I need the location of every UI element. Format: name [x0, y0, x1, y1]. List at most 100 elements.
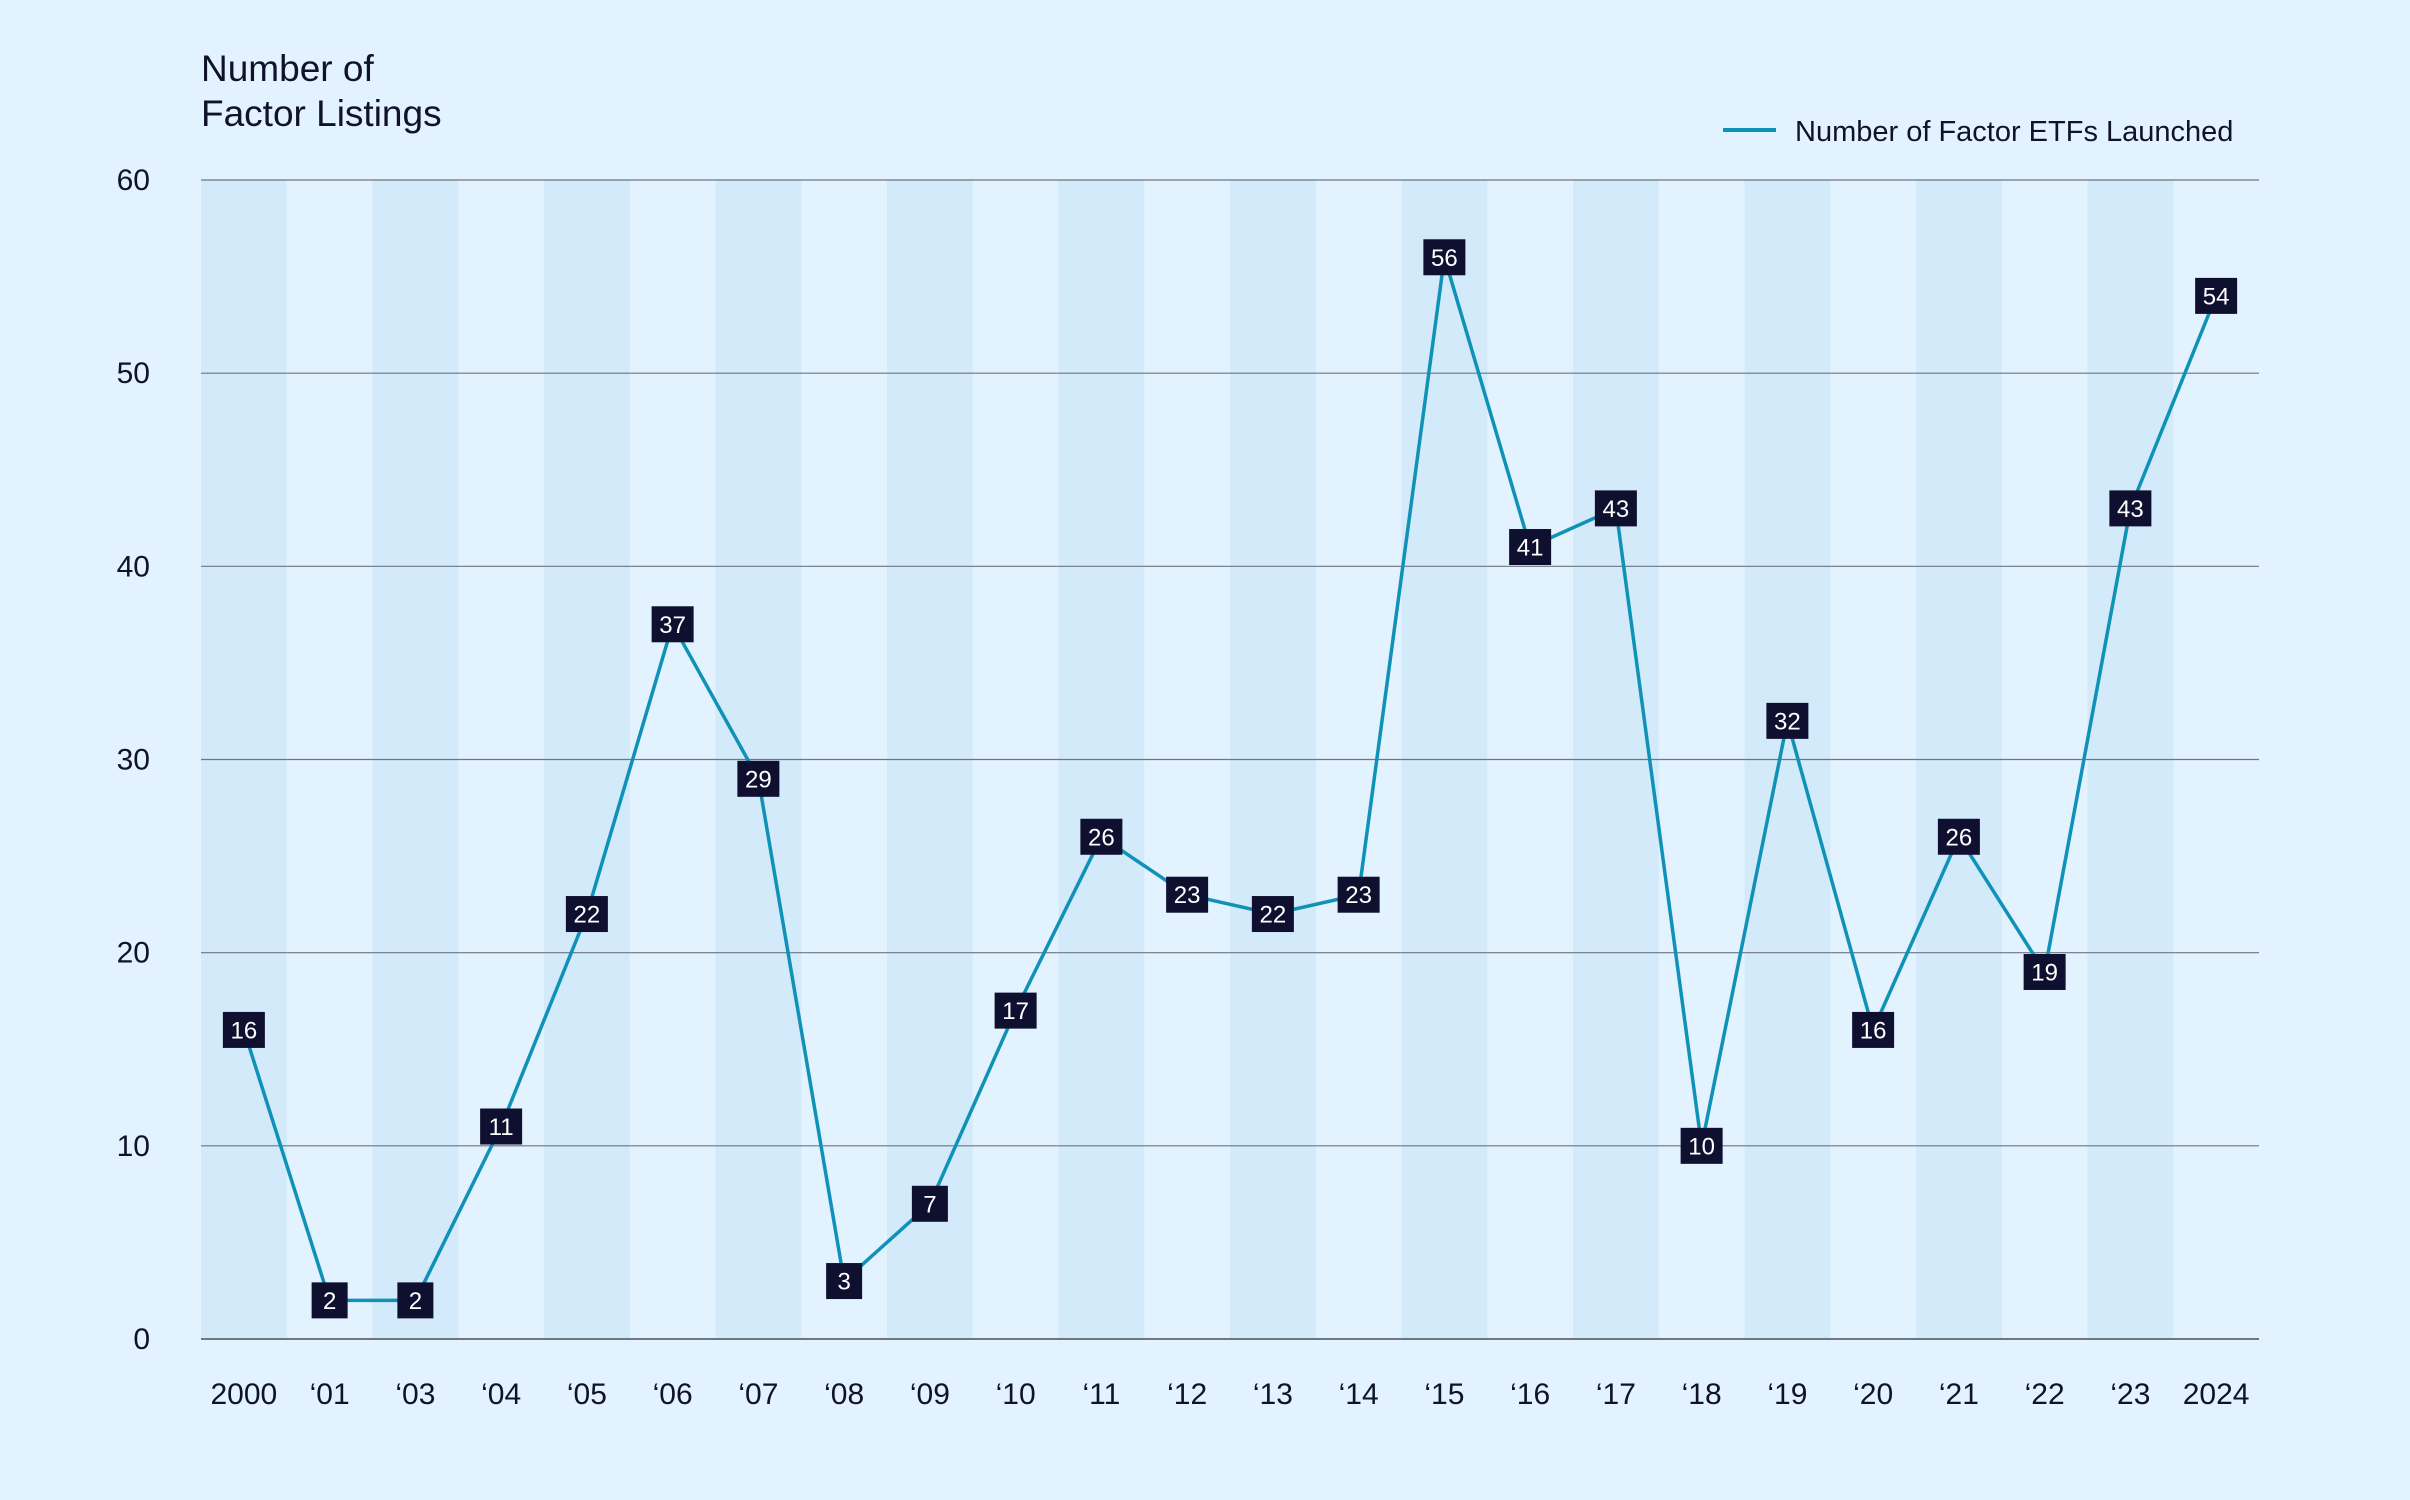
x-tick-label: ‘03: [395, 1378, 435, 1411]
data-label: 41: [1517, 535, 1544, 562]
data-label: 10: [1688, 1133, 1715, 1160]
x-tick-label: ‘11: [1082, 1378, 1120, 1411]
x-tick-label: ‘12: [1167, 1378, 1207, 1411]
data-label: 3: [837, 1269, 850, 1296]
x-tick-label: ‘17: [1596, 1378, 1636, 1411]
data-point: 17: [994, 992, 1037, 1029]
y-tick-label: 50: [117, 357, 150, 390]
x-tick-label: ‘22: [2025, 1378, 2065, 1411]
x-tick-label: ‘18: [1682, 1378, 1722, 1411]
data-label-box: [651, 606, 694, 643]
data-label-box: [1337, 876, 1380, 913]
data-point: 2: [397, 1282, 434, 1319]
data-label-box: [994, 992, 1037, 1029]
series-line-group: [242, 255, 2218, 1303]
y-axis-ticks: 0 10 20 30 40 50 60: [117, 164, 150, 1356]
data-label-box: [1166, 876, 1209, 913]
data-label: 43: [1603, 496, 1630, 523]
x-tick-label: ‘23: [2110, 1378, 2150, 1411]
data-label-box: [1937, 818, 1980, 855]
data-label-box: [1594, 490, 1637, 527]
x-tick-label: ‘21: [1939, 1378, 1979, 1411]
data-label-box: [1509, 529, 1552, 566]
data-label: 43: [2117, 496, 2144, 523]
x-tick-label: ‘06: [653, 1378, 693, 1411]
x-tick-label: ‘04: [481, 1378, 521, 1411]
data-label: 26: [1088, 824, 1115, 851]
data-label: 23: [1345, 882, 1372, 909]
data-label-box: [826, 1263, 863, 1300]
data-point: 23: [1166, 876, 1209, 913]
data-label: 56: [1431, 245, 1458, 272]
x-axis-ticks: 2000 ‘01 ‘03 ‘04 ‘05 ‘06 ‘07 ‘08 ‘09 ‘10 ‘11 ‘12 ‘13…: [211, 1378, 2250, 1411]
legend: Number of Factor ETFs Launched: [1723, 116, 2233, 148]
data-point: 22: [565, 896, 608, 933]
data-point: 7: [911, 1185, 948, 1222]
x-tick-label: ‘05: [567, 1378, 607, 1411]
data-point: 16: [1852, 1011, 1895, 1048]
data-label: 2: [409, 1288, 422, 1315]
y-tick-label: 60: [117, 164, 150, 197]
data-label-box: [737, 760, 780, 797]
data-label: 22: [574, 902, 601, 929]
data-label: 17: [1002, 998, 1029, 1025]
data-label: 23: [1174, 882, 1201, 909]
data-label-box: [565, 896, 608, 933]
data-point: 41: [1509, 529, 1552, 566]
data-label: 29: [745, 766, 772, 793]
data-label-box: [311, 1282, 348, 1319]
x-tick-label: ‘10: [996, 1378, 1036, 1411]
x-tick-label: 2000: [211, 1378, 278, 1411]
data-label: 2: [323, 1288, 336, 1315]
x-tick-label: ‘14: [1339, 1378, 1379, 1411]
data-label-box: [2023, 953, 2066, 990]
legend-label: Number of Factor ETFs Launched: [1795, 116, 2233, 148]
data-point: 23: [1337, 876, 1380, 913]
data-label-box: [397, 1282, 434, 1319]
y-axis-label-line-1: Number of: [201, 48, 374, 89]
data-point: 11: [480, 1108, 523, 1145]
data-label-box: [480, 1108, 523, 1145]
data-label: 11: [489, 1114, 514, 1141]
x-tick-label: ‘16: [1510, 1378, 1550, 1411]
x-tick-label: ‘09: [910, 1378, 950, 1411]
data-label-box: [1423, 239, 1466, 276]
x-tick-label: ‘20: [1853, 1378, 1893, 1411]
x-tick-label: ‘15: [1424, 1378, 1464, 1411]
data-point: 29: [737, 760, 780, 797]
data-point: 26: [1937, 818, 1980, 855]
data-point: 2: [311, 1282, 348, 1319]
data-point: 16: [222, 1011, 265, 1048]
data-label: 26: [1946, 824, 1973, 851]
data-point: 10: [1680, 1127, 1723, 1164]
y-tick-label: 20: [117, 937, 150, 970]
data-point: 43: [1594, 490, 1637, 527]
data-label: 32: [1774, 708, 1801, 735]
x-tick-label: ‘13: [1253, 1378, 1293, 1411]
data-point: 56: [1423, 239, 1466, 276]
data-label-box: [1766, 702, 1809, 739]
data-label: 54: [2203, 283, 2230, 310]
data-label: 7: [923, 1191, 936, 1218]
data-label-box: [2195, 277, 2238, 314]
y-tick-label: 10: [117, 1130, 150, 1163]
x-tick-label: ‘08: [824, 1378, 864, 1411]
y-axis-label-line-2: Factor Listings: [201, 93, 442, 134]
gridlines: [201, 179, 2259, 1340]
data-label-box: [222, 1011, 265, 1048]
data-label: 16: [231, 1017, 258, 1044]
data-label-box: [1251, 896, 1294, 933]
data-point: 43: [2109, 490, 2152, 527]
data-point: 3: [826, 1263, 863, 1300]
data-label-box: [2109, 490, 2152, 527]
data-label-box: [1852, 1011, 1895, 1048]
data-point: 26: [1080, 818, 1123, 855]
x-tick-label: 2024: [2183, 1378, 2250, 1411]
y-tick-label: 40: [117, 550, 150, 583]
data-point: 22: [1251, 896, 1294, 933]
data-label: 16: [1860, 1017, 1887, 1044]
y-tick-label: 0: [133, 1323, 150, 1356]
data-label-box: [1080, 818, 1123, 855]
data-label-box: [911, 1185, 948, 1222]
